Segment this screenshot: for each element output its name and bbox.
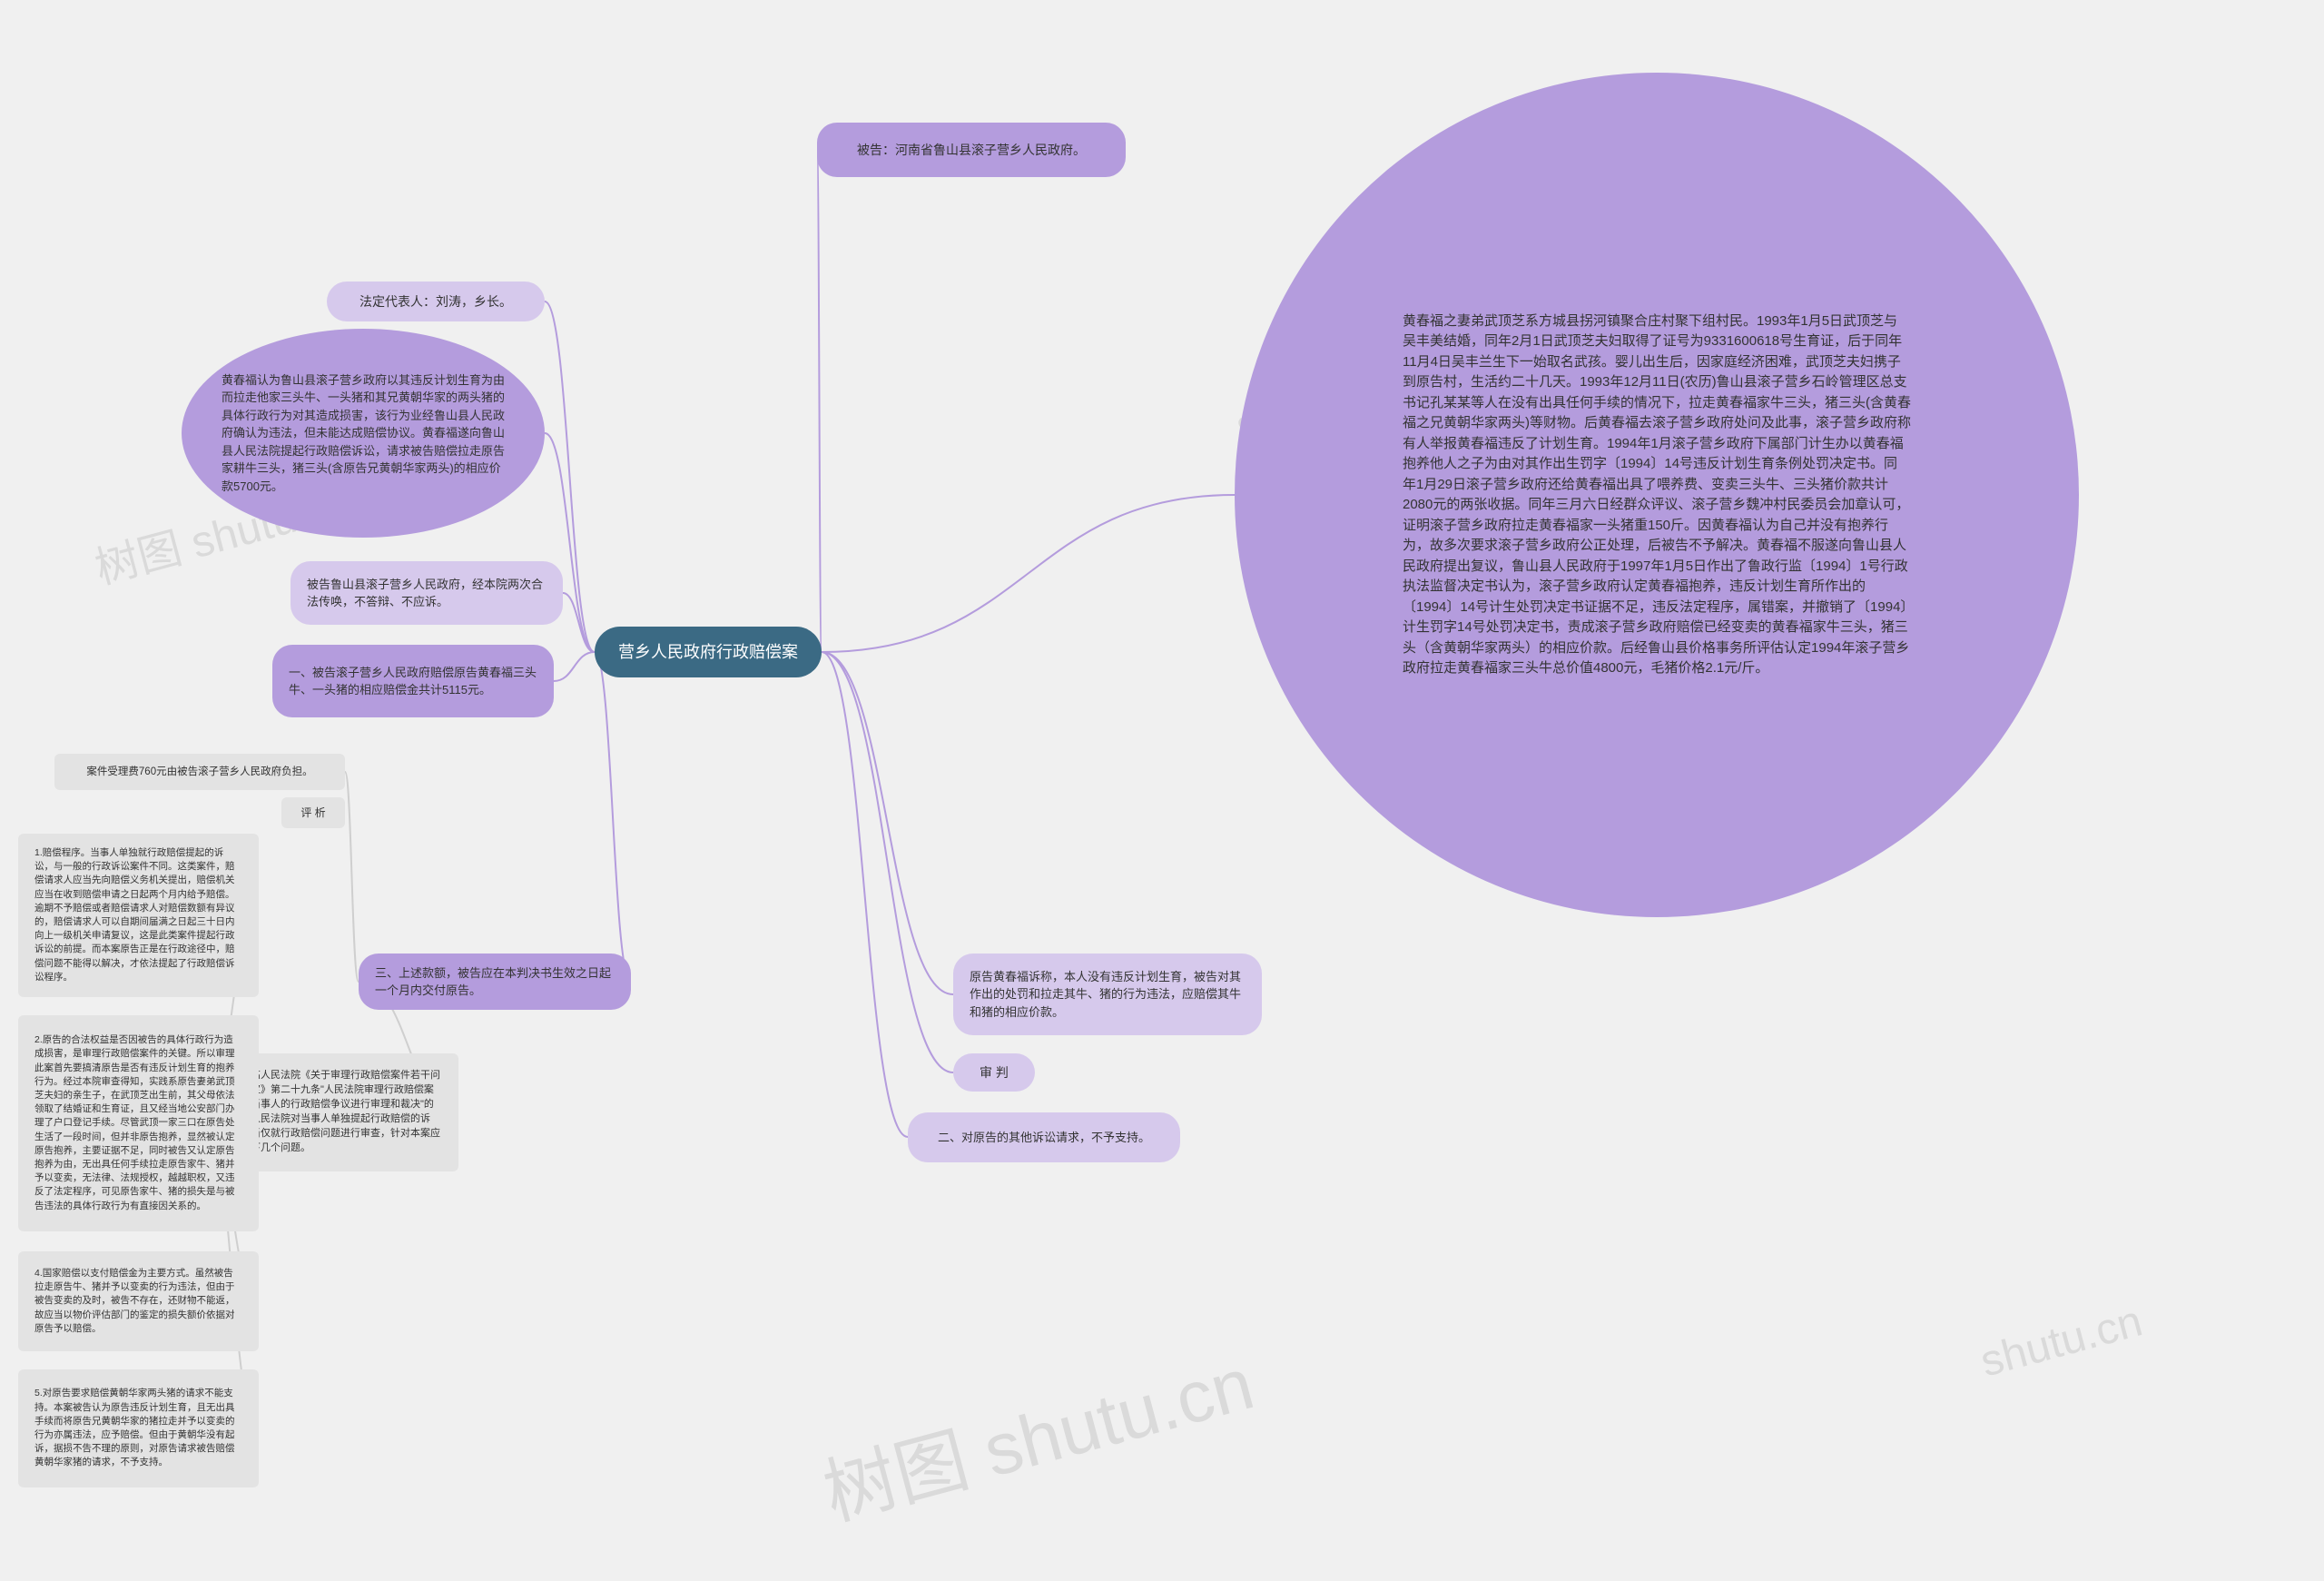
watermark: shutu.cn <box>1975 1296 2148 1387</box>
node-p1[interactable]: 1.赔偿程序。当事人单独就行政赔偿提起的诉讼，与一般的行政诉讼案件不同。这类案件… <box>18 834 259 997</box>
node-trial[interactable]: 审 判 <box>953 1053 1035 1092</box>
node-analysis-label[interactable]: 评 析 <box>281 797 345 828</box>
node-big-facts[interactable]: 黄春福之妻弟武顶芝系方城县拐河镇聚合庄村聚下组村民。1993年1月5日武顶芝与吴… <box>1235 73 2079 917</box>
claim-ellipse-text: 黄春福认为鲁山县滚子营乡政府以其违反计划生育为由而拉走他家三头牛、一头猪和其兄黄… <box>222 371 505 496</box>
big-facts-text: 黄春福之妻弟武顶芝系方城县拐河镇聚合庄村聚下组村民。1993年1月5日武顶芝与吴… <box>1403 311 1911 679</box>
node-ruling3[interactable]: 三、上述款额，被告应在本判决书生效之日起一个月内交付原告。 <box>359 954 631 1010</box>
node-legal-rep[interactable]: 法定代表人：刘涛，乡长。 <box>327 282 545 321</box>
node-plaintiff-claim[interactable]: 原告黄春福诉称，本人没有违反计划生育，被告对其作出的处罚和拉走其牛、猪的行为违法… <box>953 954 1262 1035</box>
node-p5[interactable]: 5.对原告要求赔偿黄朝华家两头猪的请求不能支持。本案被告认为原告违反计划生育，且… <box>18 1369 259 1487</box>
node-claim-ellipse[interactable]: 黄春福认为鲁山县滚子营乡政府以其违反计划生育为由而拉走他家三头牛、一头猪和其兄黄… <box>182 329 545 538</box>
node-cost[interactable]: 案件受理费760元由被告滚子营乡人民政府负担。 <box>54 754 345 790</box>
watermark: 树图 shutu.cn <box>811 1325 1263 1540</box>
node-ruling2[interactable]: 二、对原告的其他诉讼请求，不予支持。 <box>908 1112 1180 1162</box>
node-p2[interactable]: 2.原告的合法权益是否因被告的具体行政行为造成损害，是审理行政赔偿案件的关键。所… <box>18 1015 259 1231</box>
node-defendant[interactable]: 被告：河南省鲁山县滚子营乡人民政府。 <box>817 123 1126 177</box>
node-no-defense[interactable]: 被告鲁山县滚子营乡人民政府，经本院两次合法传唤，不答辩、不应诉。 <box>290 561 563 625</box>
node-ruling1[interactable]: 一、被告滚子营乡人民政府赔偿原告黄春福三头牛、一头猪的相应赔偿金共计5115元。 <box>272 645 554 717</box>
central-node[interactable]: 营乡人民政府行政赔偿案 <box>595 627 822 677</box>
node-p4[interactable]: 4.国家赔偿以支付赔偿金为主要方式。虽然被告拉走原告牛、猪并予以变卖的行为违法，… <box>18 1251 259 1351</box>
